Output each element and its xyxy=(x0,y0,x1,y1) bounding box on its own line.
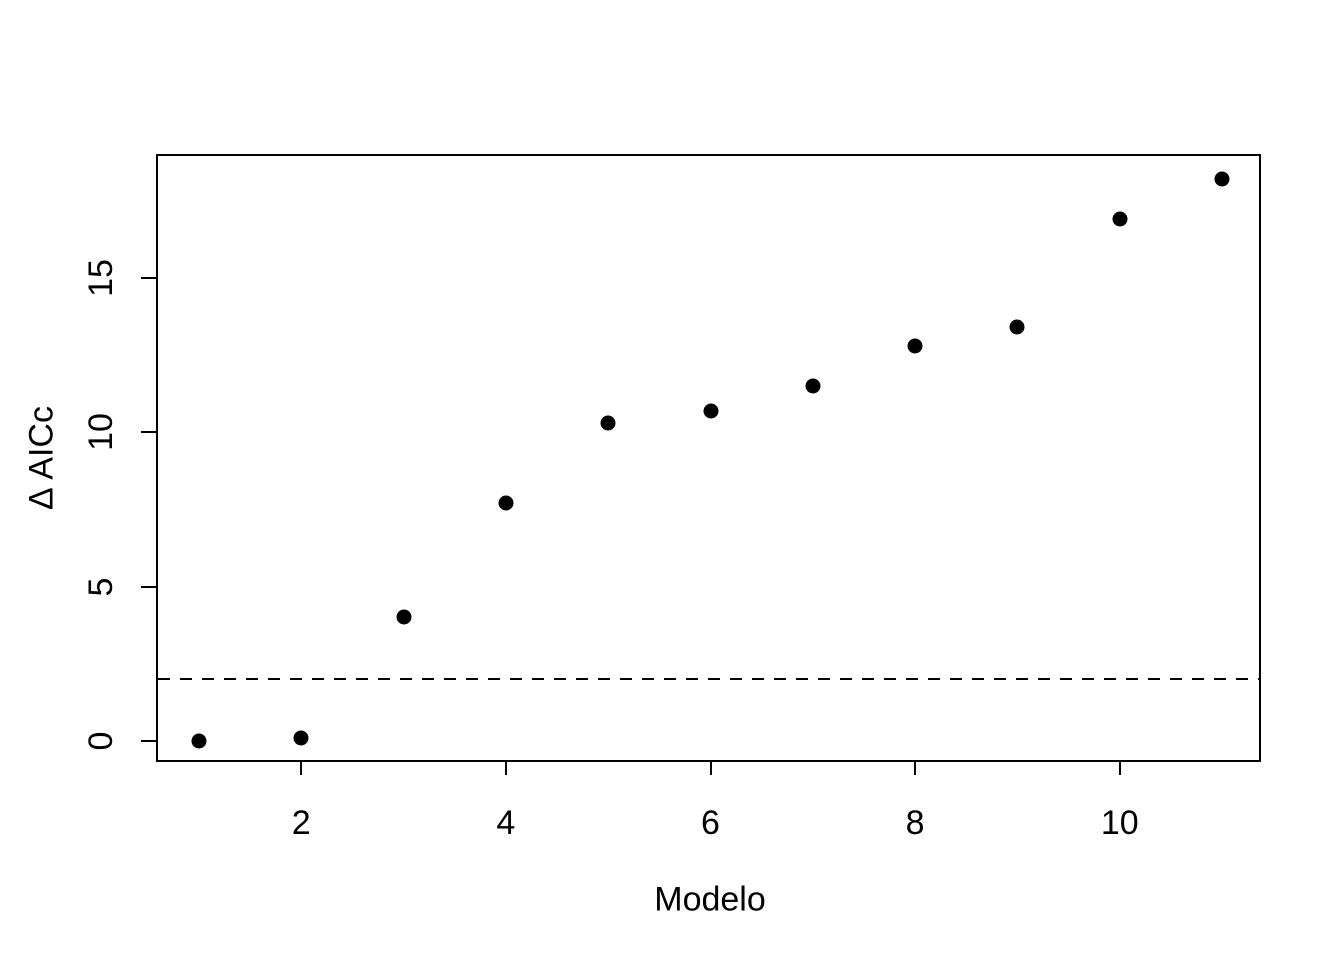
data-point xyxy=(498,495,514,511)
y-axis-tick-label: 10 xyxy=(82,413,120,452)
data-point xyxy=(805,378,821,394)
plot-area: 2 4 6 8 10 0 5 10 15 xyxy=(82,154,1261,840)
x-axis-tick-label: 2 xyxy=(291,804,311,842)
x-axis-tick-label: 10 xyxy=(1100,804,1139,842)
x-axis-tick-label: 4 xyxy=(496,804,516,842)
y-axis-tick-label: 5 xyxy=(82,577,120,596)
data-point xyxy=(1009,319,1025,335)
data-point xyxy=(396,609,412,625)
x-axis-tick xyxy=(709,762,712,775)
x-axis-tick-label: 6 xyxy=(701,804,720,842)
data-point xyxy=(1112,211,1128,227)
x-axis-tick xyxy=(914,762,917,775)
y-axis-tick-label: 0 xyxy=(82,731,120,751)
y-axis-tick xyxy=(141,276,158,279)
x-axis-label: Modelo xyxy=(654,880,766,919)
data-point xyxy=(1214,171,1230,187)
data-point xyxy=(703,403,718,419)
y-axis-tick xyxy=(141,739,158,742)
data-point xyxy=(293,730,309,746)
y-axis-tick xyxy=(141,431,158,434)
x-axis-tick xyxy=(300,762,303,775)
y-axis-tick-label: 15 xyxy=(82,258,120,297)
x-axis-tick xyxy=(1118,762,1121,775)
reference-line xyxy=(158,678,1259,681)
x-axis-tick xyxy=(504,762,507,775)
y-axis-label: Δ AICc xyxy=(22,406,61,510)
data-point xyxy=(907,338,923,354)
data-point xyxy=(191,733,207,749)
y-axis-tick xyxy=(141,585,158,588)
data-point xyxy=(600,415,616,431)
x-axis-tick-label: 8 xyxy=(905,804,925,842)
